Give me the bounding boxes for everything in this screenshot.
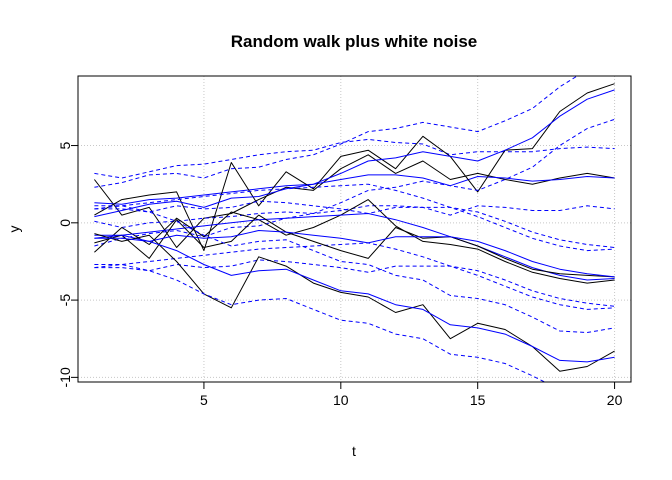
series-filtered-13 bbox=[94, 230, 615, 278]
series-band-14 bbox=[94, 200, 615, 248]
series-filtered-9 bbox=[94, 213, 615, 281]
series-filtered-17 bbox=[94, 237, 615, 363]
series-band-10 bbox=[94, 183, 615, 252]
x-tick-label: 20 bbox=[607, 392, 623, 408]
y-tick-label: 5 bbox=[57, 141, 73, 149]
series-filtered-1 bbox=[94, 174, 615, 205]
chart-title: Random walk plus white noise bbox=[231, 32, 478, 51]
x-axis: 5 10 15 20 bbox=[200, 381, 623, 408]
y-tick-label: 0 bbox=[57, 219, 73, 227]
series-band-6 bbox=[94, 76, 579, 188]
x-axis-label: t bbox=[352, 443, 356, 459]
series-observed-16 bbox=[94, 233, 615, 372]
grid-lines bbox=[78, 76, 631, 382]
series-observed-0 bbox=[94, 154, 615, 248]
y-tick-label: -10 bbox=[57, 367, 73, 387]
series-band-7 bbox=[94, 118, 615, 247]
x-tick-label: 15 bbox=[470, 392, 486, 408]
x-tick-label: 10 bbox=[333, 392, 349, 408]
series-observed-12 bbox=[94, 214, 615, 278]
series-filtered-5 bbox=[94, 89, 615, 218]
series-observed-8 bbox=[94, 199, 615, 284]
y-axis-label: y bbox=[6, 226, 22, 233]
x-tick-label: 5 bbox=[200, 392, 208, 408]
series-band-15 bbox=[94, 259, 615, 307]
series-observed-4 bbox=[94, 83, 615, 252]
series-band-11 bbox=[94, 242, 615, 310]
y-tick-label: -5 bbox=[57, 294, 73, 307]
series-group bbox=[94, 76, 615, 382]
y-axis: -10 -5 0 5 bbox=[57, 141, 79, 387]
